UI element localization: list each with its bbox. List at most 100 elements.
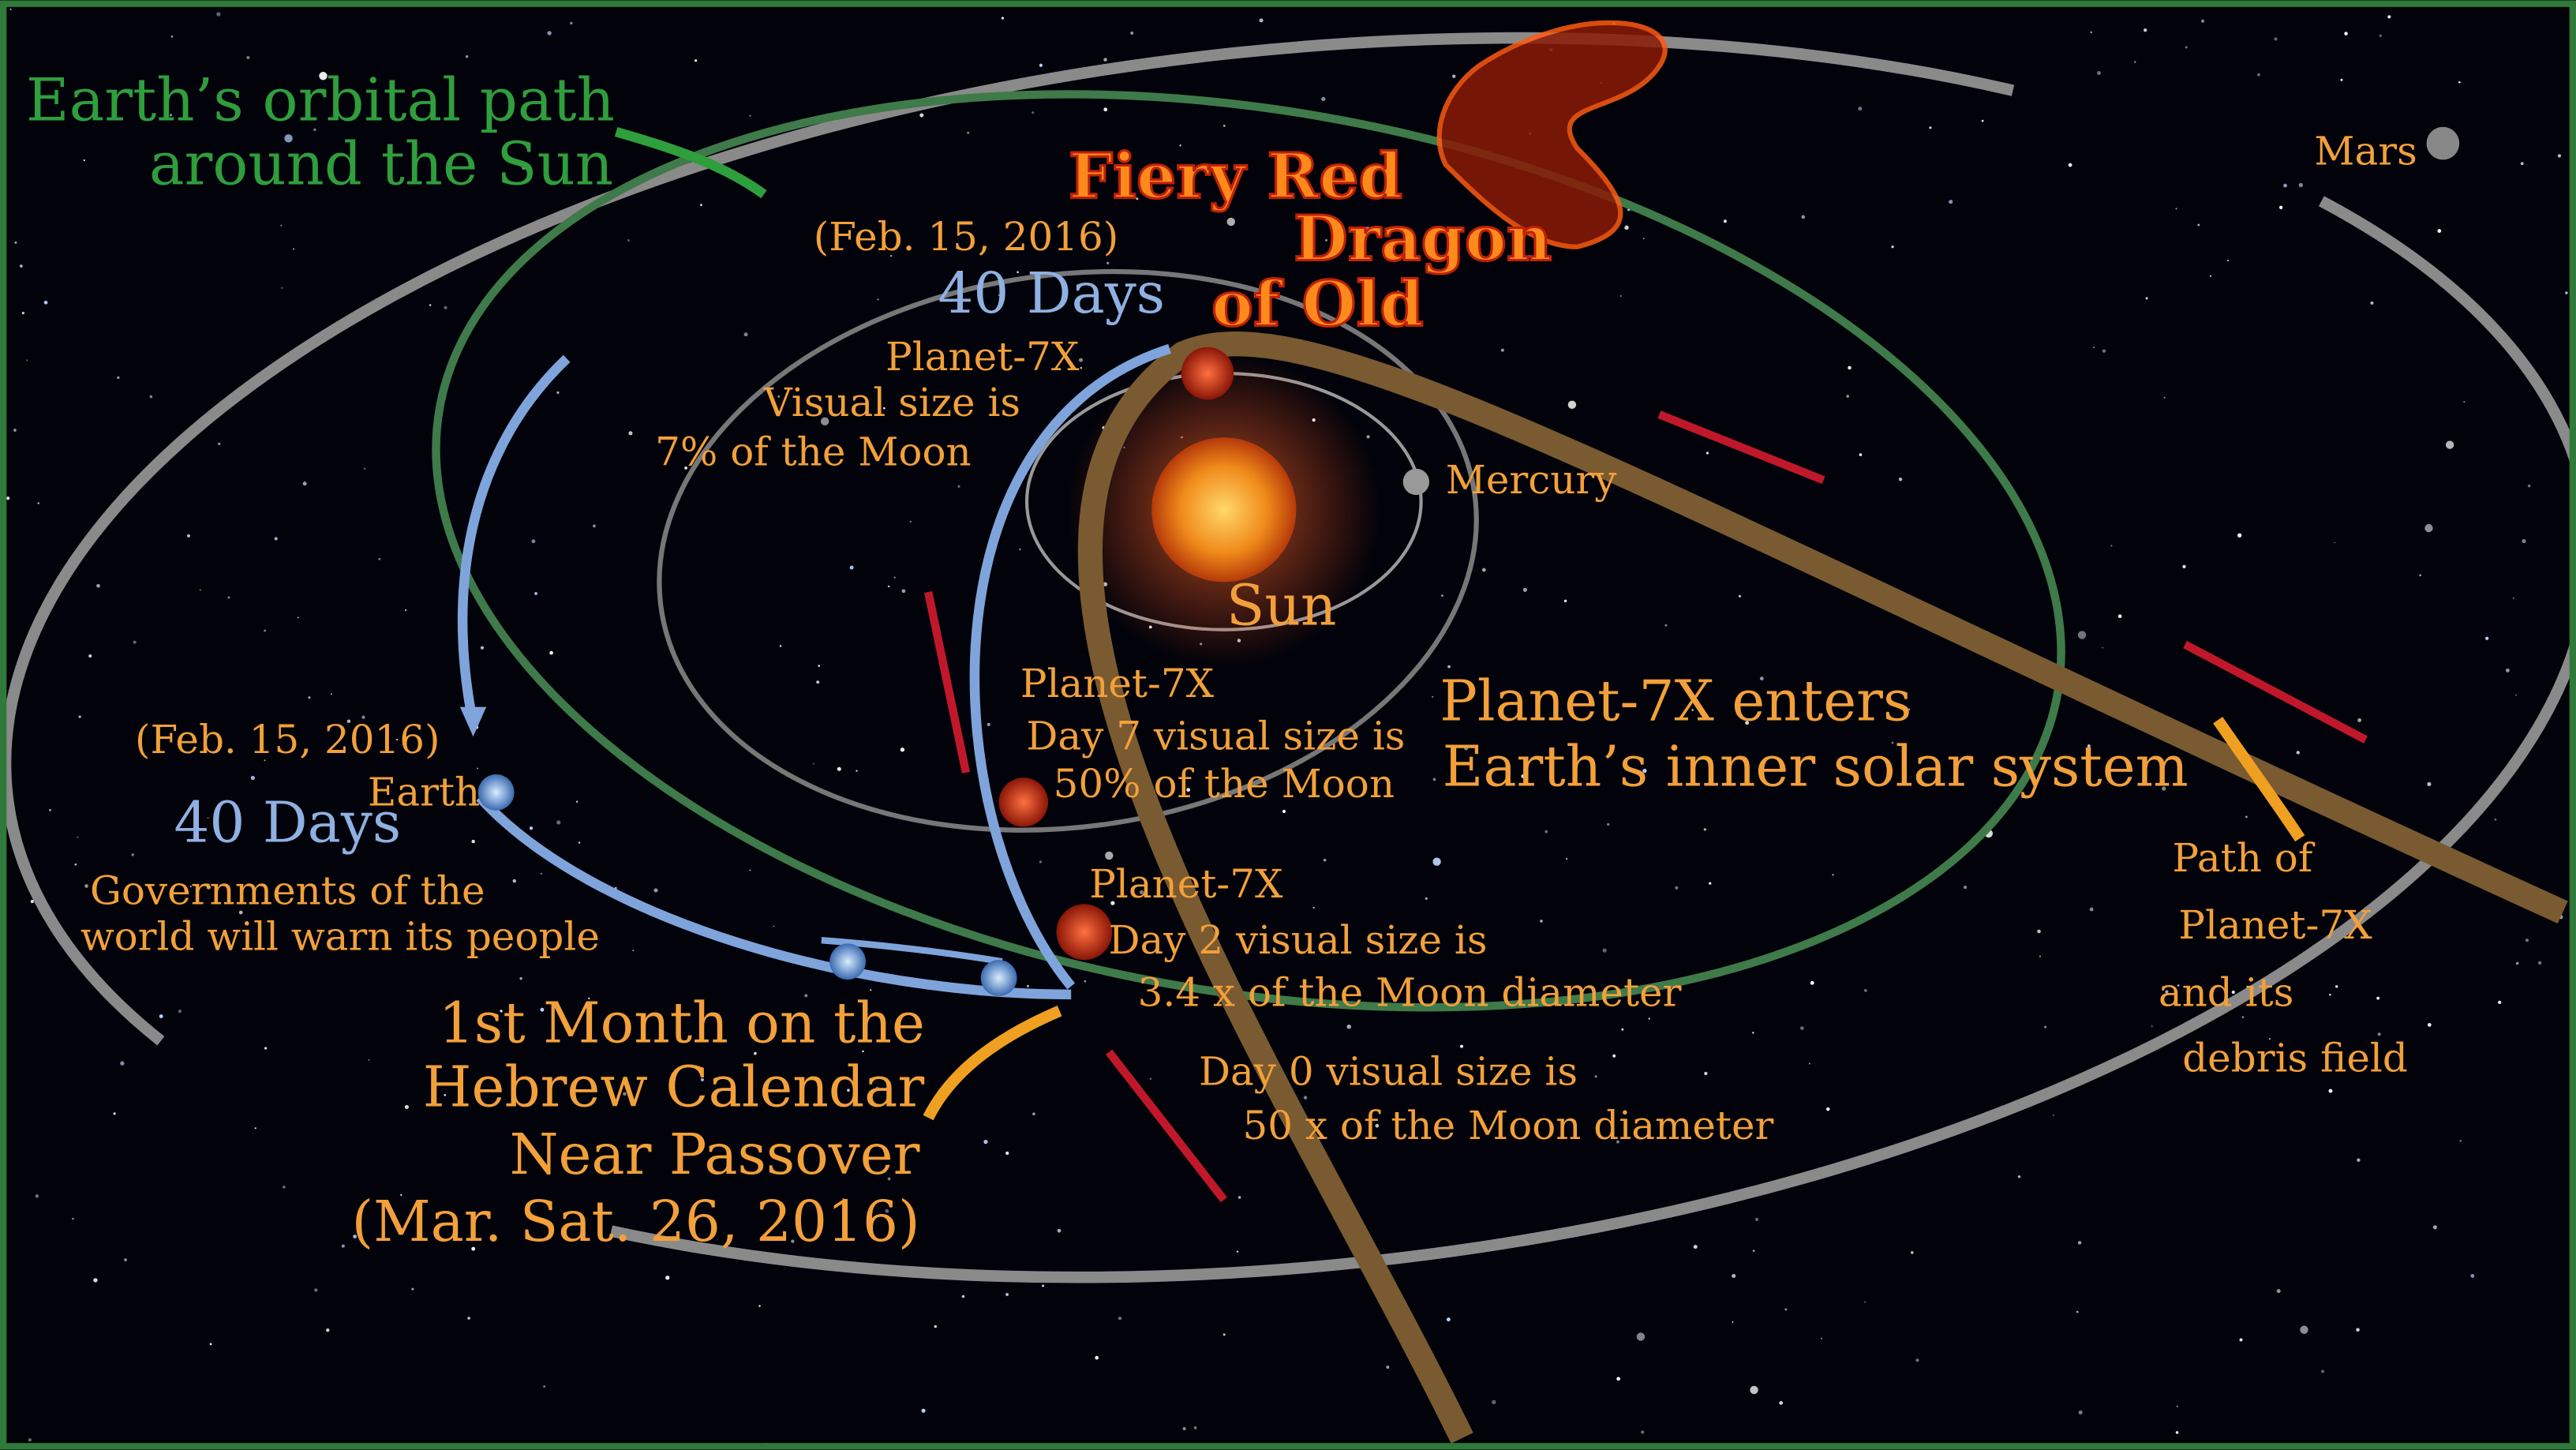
- star: [1042, 1284, 1045, 1287]
- path-label: Planet-7X: [2178, 902, 2372, 948]
- sun-label: Sun: [1226, 573, 1337, 639]
- star: [1859, 453, 1863, 456]
- star: [837, 766, 841, 771]
- star: [1963, 886, 1968, 890]
- star: [341, 1244, 345, 1248]
- star: [1691, 709, 1694, 711]
- star: [2200, 19, 2205, 23]
- star: [1259, 18, 1264, 23]
- star: [2278, 205, 2283, 209]
- star: [2370, 301, 2374, 305]
- star: [149, 395, 153, 399]
- star: [26, 359, 28, 362]
- star: [37, 502, 39, 504]
- day0-label: Day 0 visual size is: [1199, 1048, 1578, 1094]
- star: [987, 722, 990, 727]
- star: [1602, 948, 1607, 953]
- star: [1139, 890, 1144, 895]
- star: [2321, 1369, 2324, 1373]
- star: [2068, 163, 2072, 167]
- star: [378, 557, 381, 560]
- star: [1738, 594, 1742, 598]
- star: [1891, 245, 1894, 249]
- star: [919, 113, 924, 118]
- day0-label: 50 x of the Moon diameter: [1242, 1103, 1773, 1148]
- star: [1375, 1123, 1380, 1128]
- star: [2052, 1114, 2054, 1116]
- star: [2329, 994, 2331, 996]
- star: [842, 1198, 844, 1201]
- star: [477, 767, 478, 770]
- star: [1863, 988, 1867, 992]
- star: [20, 264, 23, 268]
- star: [1825, 1107, 1830, 1111]
- star: [467, 1317, 470, 1320]
- star: [1619, 295, 1622, 297]
- star: [2093, 347, 2095, 349]
- star: [2090, 31, 2092, 34]
- star: [877, 298, 879, 301]
- star: [1226, 217, 1235, 227]
- star: [1848, 365, 1852, 370]
- star: [813, 762, 814, 765]
- star: [326, 1328, 330, 1332]
- star: [983, 1139, 988, 1145]
- star: [400, 1193, 402, 1197]
- star: [2134, 61, 2136, 63]
- star: [1039, 63, 1043, 67]
- star: [593, 524, 596, 528]
- star: [1149, 1077, 1152, 1081]
- star: [2387, 15, 2391, 19]
- calendar-label: Hebrew Calendar: [423, 1054, 925, 1119]
- star: [1563, 599, 1567, 603]
- pointer-arrows: [923, 717, 2305, 1121]
- days-label: 40 Days: [174, 789, 401, 855]
- date-label: (Feb. 15, 2016): [135, 717, 440, 762]
- star: [444, 305, 447, 309]
- star: [500, 1010, 503, 1013]
- star: [578, 841, 581, 844]
- star: [2017, 1175, 2021, 1178]
- star: [540, 1007, 545, 1012]
- star: [1675, 886, 1679, 890]
- star: [1642, 768, 1647, 774]
- star: [1732, 1321, 1734, 1323]
- mercury-planet: [1402, 468, 1430, 496]
- star: [1460, 1044, 1464, 1048]
- star: [480, 646, 485, 650]
- star: [283, 1186, 286, 1189]
- star: [1910, 1251, 1914, 1254]
- star: [1303, 1096, 1308, 1100]
- star: [540, 872, 542, 875]
- star: [2276, 1289, 2281, 1294]
- star: [2076, 1310, 2079, 1313]
- star: [588, 997, 590, 1000]
- star: [216, 12, 221, 17]
- star: [1705, 451, 1709, 455]
- planet-label: Planet-7X: [1089, 861, 1283, 907]
- star: [2340, 78, 2343, 81]
- star: [1929, 126, 1932, 129]
- star: [749, 869, 751, 871]
- star: [570, 21, 573, 24]
- star: [471, 1246, 476, 1251]
- star: [405, 609, 407, 612]
- pointer-arrow: [614, 127, 767, 199]
- star: [1394, 293, 1397, 296]
- star: [2089, 907, 2094, 912]
- star: [28, 1438, 32, 1442]
- enters-label: Planet-7X enters: [1440, 668, 1911, 733]
- star: [1908, 708, 1911, 711]
- star: [43, 300, 48, 305]
- star: [293, 248, 294, 250]
- star: [519, 977, 522, 980]
- path-label: and its: [2159, 969, 2293, 1015]
- star: [14, 241, 17, 244]
- star: [1130, 31, 1134, 35]
- star: [1800, 1026, 1804, 1030]
- star: [549, 650, 553, 655]
- star: [1236, 1250, 1239, 1253]
- star: [6, 496, 10, 500]
- star: [1103, 58, 1107, 62]
